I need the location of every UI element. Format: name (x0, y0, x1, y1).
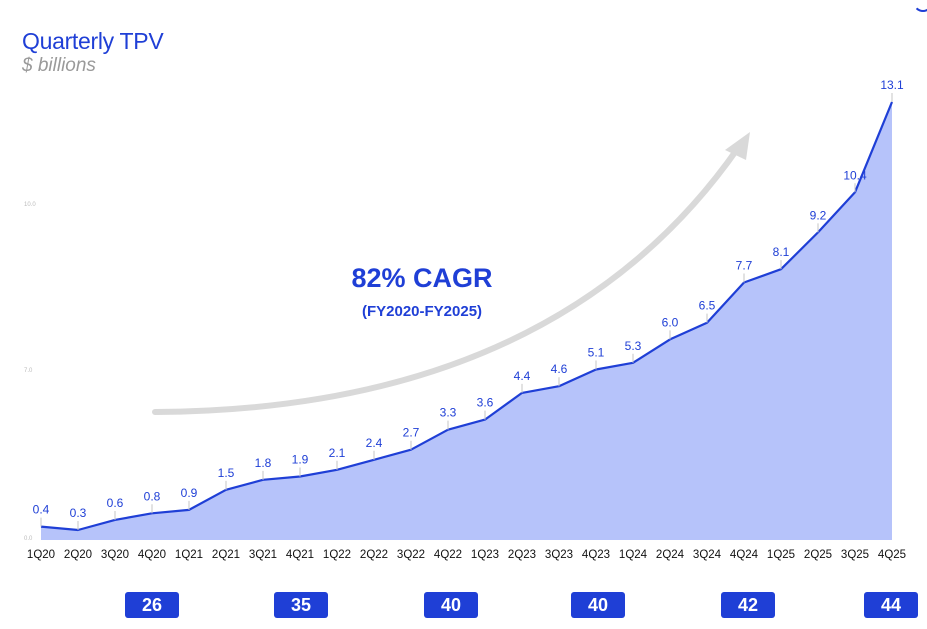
data-label: 3.3 (440, 406, 457, 420)
data-label: 0.4 (33, 503, 50, 517)
growth-arrow-head (725, 132, 750, 160)
badge: 42 (721, 592, 775, 618)
data-label: 6.0 (662, 315, 679, 329)
x-tick-label: 3Q20 (101, 549, 129, 561)
data-label: 3.6 (477, 396, 494, 410)
x-tick-label: 1Q21 (175, 549, 203, 561)
data-label: 8.1 (773, 245, 790, 259)
data-label: 6.5 (699, 299, 716, 313)
x-tick-label: 4Q25 (878, 549, 906, 561)
x-tick-label: 3Q22 (397, 549, 425, 561)
badge: 40 (571, 592, 625, 618)
x-tick-label: 2Q25 (804, 549, 832, 561)
badge: 35 (274, 592, 328, 618)
data-label: 2.4 (366, 436, 383, 450)
data-label: 0.3 (70, 506, 87, 520)
data-label: 2.7 (403, 426, 420, 440)
data-label: 2.1 (329, 446, 346, 460)
data-label: 1.5 (218, 466, 235, 480)
chart-subtitle: $ billions (22, 55, 96, 76)
x-tick-label: 4Q24 (730, 549, 759, 561)
cagr-headline: 82% CAGR (351, 263, 492, 293)
x-tick-label: 2Q22 (360, 549, 388, 561)
x-tick-label: 2Q23 (508, 549, 536, 561)
data-label: 5.3 (625, 339, 642, 353)
data-label: 0.6 (107, 496, 124, 510)
x-tick-label: 2Q20 (64, 549, 92, 561)
data-label: 5.1 (588, 345, 605, 359)
badge: 44 (864, 592, 918, 618)
data-label: 0.9 (181, 486, 198, 500)
data-label: 13.1 (880, 78, 904, 92)
data-label: 0.8 (144, 489, 161, 503)
x-tick-label: 3Q24 (693, 549, 722, 561)
x-tick-label: 4Q21 (286, 549, 314, 561)
x-tick-label: 2Q21 (212, 549, 240, 561)
x-tick-label: 3Q25 (841, 549, 869, 561)
x-tick-label: 1Q23 (471, 549, 499, 561)
x-tick-label: 4Q20 (138, 549, 166, 561)
x-tick-label: 1Q24 (619, 549, 648, 561)
y-tick-label: 7.0 (24, 368, 33, 374)
data-label: 1.8 (255, 456, 272, 470)
x-tick-label: 1Q22 (323, 549, 351, 561)
badge: 26 (125, 592, 179, 618)
data-label: 4.6 (551, 362, 568, 376)
chart-title: Quarterly TPV (22, 28, 164, 54)
corner-decoration (913, 0, 927, 12)
x-tick-label: 3Q23 (545, 549, 573, 561)
data-label: 9.2 (810, 208, 827, 222)
data-label: 4.4 (514, 369, 531, 383)
y-tick-label: 10.0 (24, 202, 36, 208)
x-tick-label: 1Q20 (27, 549, 55, 561)
x-tick-label: 2Q24 (656, 549, 685, 561)
area-fill (41, 102, 892, 540)
x-tick-label: 4Q23 (582, 549, 610, 561)
data-label: 7.7 (736, 259, 753, 273)
x-tick-label: 3Q21 (249, 549, 277, 561)
badge: 40 (424, 592, 478, 618)
series-line (40, 101, 894, 532)
data-label: 10.4 (843, 168, 867, 182)
y-tick-label: 0.0 (24, 536, 33, 542)
x-tick-label: 4Q22 (434, 549, 462, 561)
x-tick-label: 1Q25 (767, 549, 795, 561)
data-label: 1.9 (292, 452, 309, 466)
cagr-period: (FY2020-FY2025) (362, 303, 482, 320)
growth-arrow (152, 145, 741, 415)
